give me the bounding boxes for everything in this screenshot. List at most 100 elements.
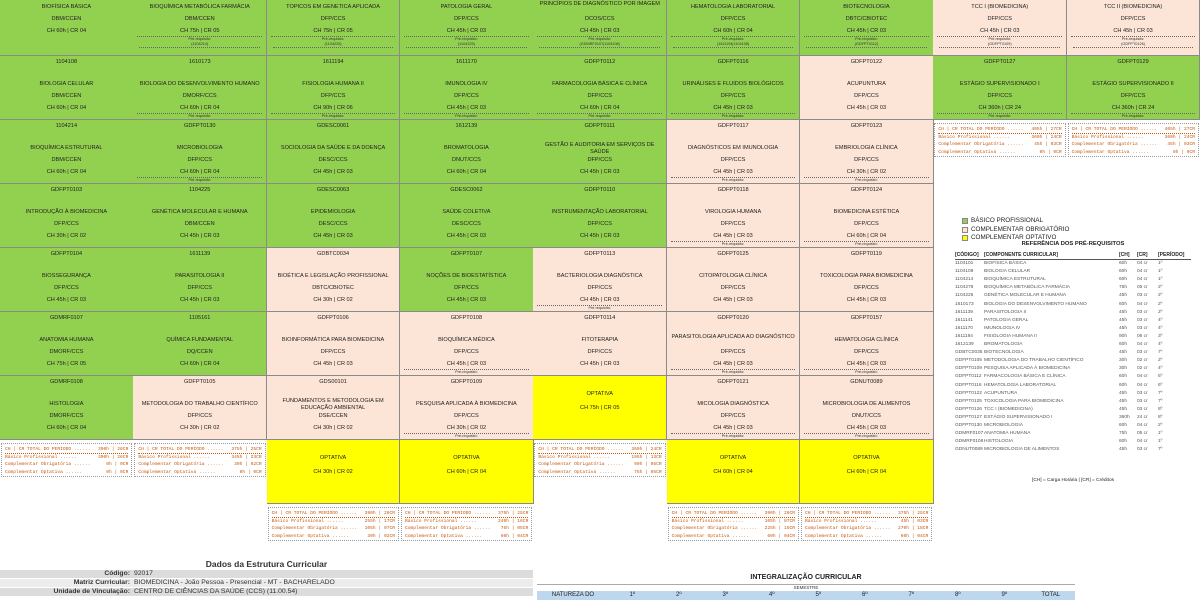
course-ch: CH 45h | CR 03 — [580, 28, 620, 34]
summary-line: Básico Profissional ...... 255h | 17CR — [272, 518, 395, 525]
course-ch: CH 45h | CR 03 — [180, 233, 220, 239]
course-dept: DFP/CCS — [1120, 16, 1146, 22]
course-ch: CH 360h | CR 24 — [978, 105, 1021, 111]
prereq-separator — [404, 113, 529, 114]
reference-cell: GDMRF0107 — [955, 431, 984, 437]
summary-value: 45h | 03CR — [900, 519, 929, 525]
reference-cell: 360h — [1119, 414, 1130, 420]
course-cell: OPTATIVA CH 75h | CR 05 — [533, 376, 668, 440]
summary-value: 375h | 25CR — [231, 447, 262, 452]
course-dept: DESC/CCS — [318, 157, 348, 163]
course-ch: CH 45h | CR 03 — [713, 233, 753, 239]
summary-label: Complementar Optativa ...... — [138, 469, 216, 475]
summary-value: 225h | 15CR — [764, 526, 795, 532]
course-dept: DFP/CCS — [454, 93, 479, 99]
structure-label: Unidade de Vinculação: — [53, 588, 130, 595]
course-name: ANATOMIA HUMANA — [39, 337, 94, 343]
course-cell: GDFPT0110 INSTRUMENTAÇÃO LABORATORIAL DFP/… — [533, 184, 668, 248]
course-dept: DFP/CCS — [720, 285, 746, 291]
course-cell: GDFPT0119 TOXICOLOGIA PARA BIOMEDICINA DFP… — [800, 248, 934, 312]
legend-label: COMPLEMENTAR OPTATIVO — [971, 234, 1057, 242]
course-ch: CH 30h | CR 02 — [180, 425, 220, 431]
course-dept: DFP/CCS — [454, 285, 479, 291]
reference-cell: 60h — [1119, 269, 1128, 275]
course-name: EMBRIOLOGIA CLÍNICA — [835, 145, 898, 151]
prereq-separator — [404, 433, 529, 434]
reference-cell: PARASITOLOGIA II — [984, 309, 1027, 315]
prereq-separator — [404, 369, 529, 370]
course-ch: CH 60h | CR 04 — [46, 169, 87, 175]
prereq-label: Pré-requisito: — [321, 37, 345, 41]
summary-value: 405h | 27CR — [1164, 127, 1195, 132]
course-code: GDFPT0127 — [984, 59, 1016, 65]
summary-value: 45h | 03CR — [1034, 142, 1062, 148]
reference-cell: 03 cr — [1137, 447, 1148, 453]
course-name: PRINCÍPIOS DE DIAGNÓSTICO POR IMAGEM — [539, 1, 660, 7]
reference-cell: 45h — [1119, 350, 1128, 356]
prereq-separator — [137, 177, 263, 178]
reference-cell: 1º — [1158, 431, 1163, 437]
course-code: GDFPT0118 — [717, 187, 749, 193]
course-cell: 1610173 BIOLOGIA DO DESENVOLVIMENTO HUMAN… — [133, 56, 268, 120]
course-cell: GDFPT0129 ESTÁGIO SUPERVISIONADO II DFP/CC… — [1066, 56, 1200, 120]
course-cell: GDBTC0034 BIOÉTICA E LEGISLAÇÃO PROFISSIO… — [266, 248, 401, 312]
summary-line: Básico Profissional ...... 360h | 24CR — [1072, 134, 1195, 141]
summary-label: Básico Profissional ...... — [538, 455, 611, 461]
prereq-label: Pré-requisito: — [588, 37, 612, 41]
course-ch: CH 30h | CR 02 — [313, 425, 353, 431]
reference-cell: HISTOLOGIA — [984, 439, 1014, 445]
summary-line: Básico Profissional ...... 240h | 16CR — [405, 518, 528, 525]
course-name: ESTÁGIO SUPERVISIONADO I — [959, 81, 1040, 87]
course-ch: CH 30h | CR 02 — [313, 469, 353, 475]
summary-value: 375h | 25CR — [498, 511, 529, 516]
reference-cell: 04 cr — [1137, 439, 1148, 445]
summary-label: Complementar Optativa ...... — [671, 533, 749, 539]
course-cell: GDFPT0109 PESQUISA APLICADA À BIOMEDICINA… — [400, 376, 534, 440]
course-name: BIOINFORMÁTICA PARA BIOMEDICINA — [281, 337, 385, 343]
course-ch: CH 30h | CR 02 — [446, 425, 487, 431]
summary-line: Complementar Optativa ...... 60h | 04CR — [405, 533, 528, 540]
legend-swatch — [962, 235, 968, 242]
reference-cell: MICROBIOLOGIA DE ALIMENTOS — [984, 447, 1060, 453]
reference-cell: ANATOMIA HUMANA — [984, 431, 1031, 437]
summary-value: 195h | 13CR — [631, 455, 662, 461]
course-code: GDFPT0129 — [1117, 59, 1149, 65]
course-code: GDESC0063 — [316, 187, 350, 193]
course-code: GDFPT0109 — [450, 379, 483, 385]
reference-cell: 1º — [1158, 269, 1163, 275]
reference-cell: 5º — [1158, 374, 1163, 380]
reference-cell: 7º — [1158, 398, 1163, 404]
course-code: 1104214 — [55, 123, 78, 129]
summary-line: Básico Profissional ...... 390h | 26CR — [5, 454, 128, 461]
prereq-label: Pré-requisito: — [1121, 114, 1145, 118]
course-name: BIOÉTICA E LEGISLAÇÃO PROFISSIONAL — [277, 273, 389, 279]
course-ch: CH 45h | CR 03 — [580, 361, 620, 367]
reference-cell: 8º — [1158, 406, 1163, 412]
course-code: GDFPT0120 — [717, 315, 749, 321]
course-code: GDFPT0110 — [584, 187, 616, 193]
period-summary: CH | CR TOTAL DO PERÍODO ...... 390h | 26… — [667, 507, 799, 541]
course-name: BIOQUÍMICA METABÓLICA FARMÁCIA — [149, 4, 250, 10]
reference-cell: 02 cr — [1137, 358, 1148, 364]
summary-line: Complementar Obrigatória ...... 75h | 05C… — [405, 525, 528, 532]
summary-label: Básico Profissional ...... — [405, 519, 477, 525]
summary-value: 390h | 26CR — [98, 455, 129, 461]
reference-cell: BROMATOLOGIA — [984, 342, 1023, 347]
course-name: ESTÁGIO SUPERVISIONADO II — [1092, 81, 1174, 87]
course-dept: DSE/CCEN — [318, 413, 348, 419]
summary-line: CH | CR TOTAL DO PERÍODO ...... 390h | 26… — [671, 510, 795, 519]
reference-cell: 2º — [1158, 309, 1163, 315]
course-name: CITOPATOLOGIA CLÍNICA — [699, 273, 768, 279]
reference-header: [COMPONENTE CURRICULAR] — [984, 252, 1058, 258]
summary-line: Básico Profissional ...... 45h | 03CR — [805, 518, 928, 525]
prereq-separator — [537, 36, 663, 37]
reference-cell: 1104101 — [955, 261, 974, 266]
summary-label: CH | CR TOTAL DO PERÍODO ...... — [938, 127, 1024, 132]
course-ch: CH 45h | CR 03 — [46, 297, 87, 303]
reference-cell: 45h — [1119, 317, 1128, 323]
course-name: SOCIOLOGIA DA SAÚDE E DA DOENÇA — [280, 145, 386, 151]
course-code: GDFPT0108 — [450, 315, 483, 321]
legend-swatch — [962, 218, 968, 224]
reference-cell: 60h — [1119, 374, 1128, 380]
reference-cell: BIOFÍSICA BÁSICA — [984, 261, 1027, 266]
